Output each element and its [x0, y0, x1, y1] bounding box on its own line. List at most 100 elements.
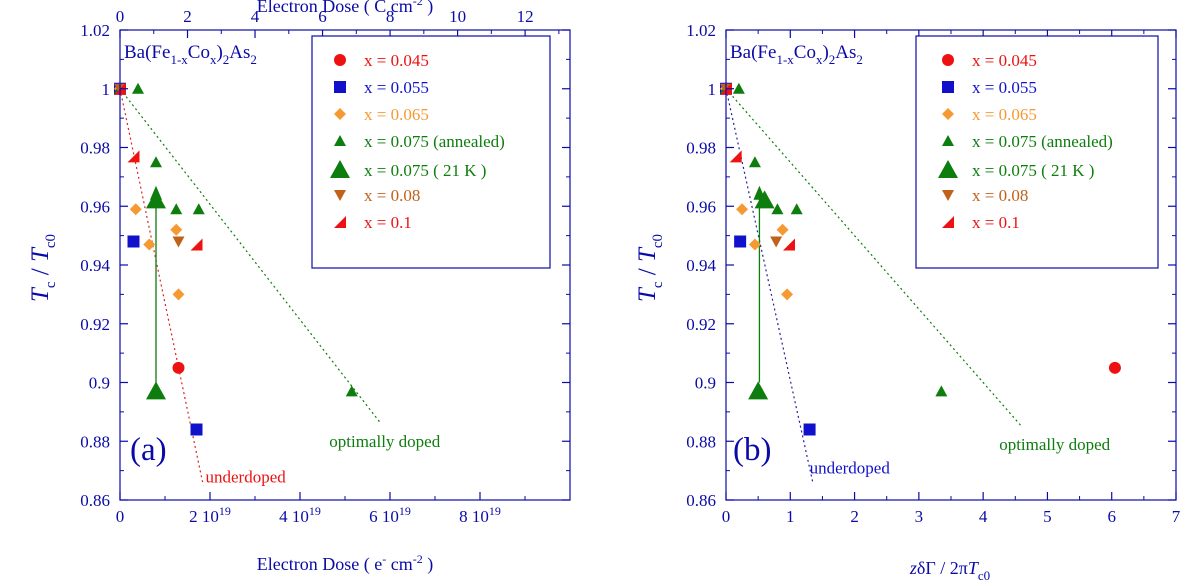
legend-entry: x = 0.065: [364, 105, 429, 124]
legend-marker: [330, 160, 350, 178]
legend-entry: x = 0.055: [972, 78, 1037, 97]
panel-b-x-axis-label: zδΓ / 2πTc0: [909, 558, 990, 583]
y-tick-label: 1: [102, 80, 111, 99]
x-tick-label: 2: [850, 507, 859, 526]
data-point: [172, 236, 185, 248]
legend-marker: [334, 190, 346, 201]
legend-entry: x = 0.1: [972, 213, 1020, 232]
data-point: [190, 238, 203, 251]
panel-b-axes: 0.86 0.88 0.9 0.92 0.94 0.96 0.98 1 1.02 0 1 2 3 4 5 6 7: [686, 21, 1181, 526]
y-tick-label: 0.98: [80, 139, 110, 158]
x-tick-label: 7: [1172, 507, 1181, 526]
legend-entry: x = 0.045: [972, 51, 1037, 70]
y-tick-label: 0.94: [80, 256, 110, 275]
top-tick-label: 6: [318, 7, 327, 26]
y-tick-label: 0.96: [686, 197, 716, 216]
data-point: [150, 156, 162, 168]
data-point: [146, 190, 166, 209]
data-point: [170, 223, 183, 236]
panel-b-tag: (b): [733, 432, 771, 468]
top-tick-label: 10: [449, 7, 466, 26]
y-tick-label: 0.9: [695, 374, 716, 393]
data-point: [783, 238, 795, 251]
x-tick-label: 2 1019: [189, 504, 231, 526]
trend-line-label: optimally doped: [999, 435, 1110, 454]
legend-entry: x = 0.075 (annealed): [364, 132, 505, 151]
x-tick-label: 0: [722, 507, 731, 526]
top-tick-label: 8: [386, 7, 395, 26]
data-point: [729, 150, 742, 163]
data-point: [143, 238, 156, 251]
x-tick-label: 6: [1107, 507, 1116, 526]
x-tick-label: 0: [116, 507, 125, 526]
x-tick-label: 4 1019: [279, 504, 321, 526]
legend-marker: [938, 160, 958, 178]
trend-line-label: optimally doped: [329, 432, 440, 451]
y-tick-label: 1: [708, 80, 717, 99]
data-point: [803, 423, 816, 436]
panel-b-compound-label: Ba(Fe1-xCox)2As2: [730, 42, 863, 67]
y-tick-label: 0.88: [80, 432, 110, 451]
data-point: [754, 190, 775, 209]
legend-box: [915, 35, 1159, 269]
data-point: [345, 385, 358, 397]
panel-a-y-axis-label: Tc / Tc0: [27, 234, 59, 302]
legend-box: [311, 35, 551, 269]
data-point: [790, 203, 803, 215]
y-tick-label: 0.92: [80, 315, 110, 334]
top-tick-label: 2: [183, 7, 192, 26]
data-point: [781, 288, 794, 301]
data-point: [1108, 361, 1121, 374]
y-tick-label: 0.88: [686, 432, 716, 451]
data-point: [776, 223, 789, 236]
data-point: [748, 381, 769, 400]
trend-line: [725, 88, 814, 483]
x-tick-label: 8 1019: [459, 504, 501, 526]
data-point: [190, 423, 203, 436]
y-tick-label: 0.86: [686, 491, 716, 510]
legend-entry: x = 0.075 ( 21 K ): [972, 161, 1094, 180]
legend-marker: [942, 81, 954, 93]
legend-marker: [334, 216, 346, 228]
legend-marker: [942, 216, 954, 228]
panel-a-x-axis-label: Electron Dose ( e- cm-2 ): [257, 552, 433, 575]
legend-marker: [942, 135, 954, 146]
data-point: [127, 235, 140, 248]
panel-b: underdoped optimally doped 0.86 0.88 0.9 0.9…: [634, 21, 1181, 583]
x-tick-label: 4: [979, 507, 988, 526]
legend-entry: x = 0.08: [972, 186, 1028, 205]
legend-marker: [334, 108, 346, 120]
data-point: [127, 150, 140, 163]
y-tick-label: 1.02: [80, 21, 110, 40]
y-tick-label: 0.94: [686, 256, 716, 275]
x-tick-label: 5: [1043, 507, 1052, 526]
data-point: [771, 203, 784, 215]
legend-entry: x = 0.045: [364, 51, 429, 70]
legend-marker: [942, 108, 954, 120]
data-point: [146, 381, 166, 400]
panel-b-legend: x = 0.045 x = 0.055 x = 0.065 x = 0.075 (an…: [915, 35, 1159, 269]
data-point: [748, 156, 761, 168]
trend-line-label: underdoped: [810, 459, 891, 478]
data-point: [129, 203, 142, 216]
panel-a-compound-label: Ba(Fe1-xCox)2As2: [124, 42, 257, 67]
data-point: [770, 236, 783, 248]
legend-marker: [334, 54, 346, 66]
legend-entry: x = 0.075 ( 21 K ): [364, 161, 486, 180]
legend-marker: [334, 135, 346, 146]
data-point: [734, 235, 747, 248]
y-tick-label: 0.92: [686, 315, 716, 334]
legend-entry: x = 0.065: [972, 105, 1037, 124]
top-tick-label: 4: [251, 7, 260, 26]
legend-entry: x = 0.075 (annealed): [972, 132, 1113, 151]
data-point: [935, 385, 948, 397]
panel-a: underdoped optimally doped 0.86 0.88 0.9 0.9…: [27, 0, 571, 575]
data-point: [192, 203, 205, 215]
legend-marker: [942, 190, 954, 201]
x-tick-label: 1: [786, 507, 795, 526]
x-tick-label: 6 1019: [369, 504, 411, 526]
data-point: [748, 238, 761, 251]
legend-entry: x = 0.1: [364, 213, 412, 232]
panel-a-tag: (a): [130, 432, 167, 468]
